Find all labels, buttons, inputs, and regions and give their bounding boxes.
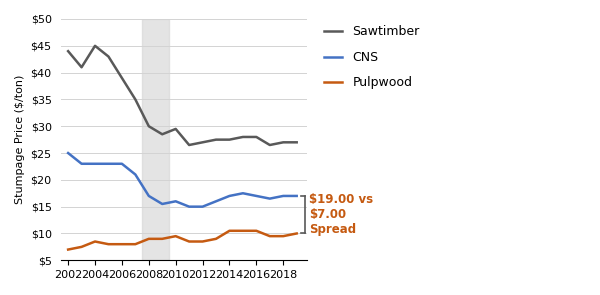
Line: CNS: CNS <box>68 153 296 207</box>
Sawtimber <box>145 124 152 128</box>
CNS <box>293 194 300 198</box>
Line: Pulpwood: Pulpwood <box>68 231 296 250</box>
Sawtimber <box>266 143 274 147</box>
CNS <box>118 162 125 165</box>
Bar <box>142 19 169 260</box>
CNS <box>91 162 98 165</box>
Sawtimber <box>199 140 206 144</box>
Sawtimber <box>78 65 85 69</box>
Pulpwood <box>78 245 85 249</box>
Pulpwood <box>293 232 300 235</box>
Text: $19.00 vs
$7.00
Spread: $19.00 vs $7.00 Spread <box>309 193 373 236</box>
Pulpwood <box>212 237 220 241</box>
CNS <box>78 162 85 165</box>
Sawtimber <box>280 140 287 144</box>
CNS <box>226 194 233 198</box>
CNS <box>145 194 152 198</box>
CNS <box>158 202 166 206</box>
Pulpwood <box>253 229 260 232</box>
Pulpwood <box>226 229 233 232</box>
Line: Sawtimber: Sawtimber <box>68 46 296 145</box>
Sawtimber <box>118 76 125 80</box>
CNS <box>65 151 72 155</box>
Legend: Sawtimber, CNS, Pulpwood: Sawtimber, CNS, Pulpwood <box>319 20 425 94</box>
Sawtimber <box>132 98 139 101</box>
CNS <box>280 194 287 198</box>
Pulpwood <box>145 237 152 241</box>
Pulpwood <box>280 235 287 238</box>
Sawtimber <box>239 135 247 139</box>
Pulpwood <box>65 248 72 251</box>
Pulpwood <box>118 242 125 246</box>
CNS <box>105 162 112 165</box>
CNS <box>132 173 139 176</box>
CNS <box>212 199 220 203</box>
Sawtimber <box>91 44 98 47</box>
CNS <box>185 205 193 209</box>
Sawtimber <box>105 55 112 58</box>
CNS <box>253 194 260 198</box>
CNS <box>266 197 274 200</box>
Sawtimber <box>65 49 72 53</box>
CNS <box>172 199 179 203</box>
Pulpwood <box>266 235 274 238</box>
Pulpwood <box>239 229 247 232</box>
CNS <box>239 191 247 195</box>
Pulpwood <box>185 240 193 243</box>
Pulpwood <box>199 240 206 243</box>
CNS <box>199 205 206 209</box>
Sawtimber <box>212 138 220 141</box>
Sawtimber <box>172 127 179 131</box>
Sawtimber <box>185 143 193 147</box>
Sawtimber <box>226 138 233 141</box>
Pulpwood <box>132 242 139 246</box>
Pulpwood <box>172 235 179 238</box>
Sawtimber <box>158 132 166 136</box>
Pulpwood <box>105 242 112 246</box>
Pulpwood <box>91 240 98 243</box>
Y-axis label: Stumpage Price ($/ton): Stumpage Price ($/ton) <box>15 75 25 204</box>
Sawtimber <box>293 140 300 144</box>
Pulpwood <box>158 237 166 241</box>
Sawtimber <box>253 135 260 139</box>
